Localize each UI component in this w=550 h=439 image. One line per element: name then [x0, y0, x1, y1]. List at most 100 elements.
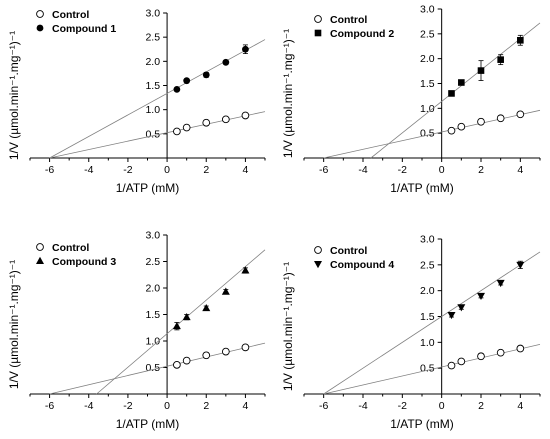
- y-tick-label: 2.0: [145, 283, 160, 295]
- chart-panel-4: -6 -4 -2 0 2 4 0.5 1.0 1.5 2.0 2.5 3.0 1/ATP (mM) 1/V…: [281, 234, 541, 431]
- y-tick-label: 1.0: [420, 337, 435, 349]
- x-tick-label: 0: [164, 400, 170, 412]
- legend-label: Control: [52, 242, 89, 254]
- data-point: [202, 351, 211, 360]
- legend-marker: [36, 256, 44, 264]
- legend-label: Compound 2: [330, 28, 394, 40]
- legend-marker: [36, 10, 44, 18]
- y-tick-label: 0.5: [145, 362, 160, 374]
- data-point: [516, 110, 525, 119]
- data-point: [221, 287, 230, 295]
- x-axis-label: 1/ATP (mM): [390, 181, 454, 195]
- data-point: [457, 122, 466, 131]
- data-point: [457, 357, 466, 366]
- y-tick-label: 2.0: [420, 285, 435, 297]
- legend-marker: [314, 29, 322, 37]
- x-tick-label: 2: [203, 164, 209, 176]
- data-point: [448, 90, 455, 97]
- data-point: [477, 117, 485, 126]
- x-tick-label: -4: [358, 164, 367, 176]
- legend-marker: [36, 243, 44, 251]
- series-control: [173, 343, 250, 369]
- fit-line-control: [49, 111, 266, 159]
- series-control: [447, 344, 525, 370]
- x-tick-label: -2: [398, 164, 407, 176]
- fit-line-compound: [96, 249, 266, 395]
- data-point: [447, 361, 456, 370]
- y-axis-label: 1/V (µmol.min⁻¹.mg⁻¹)⁻¹: [281, 29, 295, 158]
- x-tick-label: -2: [398, 400, 407, 412]
- x-tick-label: 4: [517, 400, 523, 412]
- data-point: [477, 292, 485, 301]
- y-tick-label: 1.0: [145, 104, 160, 116]
- fit-line-compound: [323, 251, 541, 395]
- series-compound: [448, 34, 524, 97]
- chart-panel-2: -6 -4 -2 0 2 4 0.5 1.0 1.5 2.0 2.5 3.0 1/ATP (mM) 1/V…: [281, 4, 541, 195]
- x-axis-label: 1/ATP (mM): [390, 417, 454, 431]
- legend-label: Compound 4: [330, 259, 394, 271]
- series-control: [173, 111, 250, 136]
- data-point: [447, 126, 456, 135]
- x-tick-label: -4: [84, 400, 93, 412]
- data-point: [202, 118, 211, 127]
- y-tick-label: 3.0: [145, 8, 160, 20]
- data-point: [173, 85, 181, 93]
- x-tick-label: -4: [84, 164, 93, 176]
- data-point: [241, 266, 250, 274]
- x-tick-label: 2: [478, 400, 484, 412]
- series-compound: [172, 266, 250, 331]
- data-point: [458, 79, 465, 86]
- legend: Control Compound 4: [314, 245, 394, 271]
- x-tick-label: -6: [45, 400, 54, 412]
- legend-label: Compound 1: [52, 23, 116, 35]
- x-tick-label: 4: [242, 400, 248, 412]
- y-tick-label: 1.0: [420, 103, 435, 115]
- y-tick-label: 3.0: [145, 230, 160, 242]
- data-point: [477, 352, 485, 361]
- legend-label: Compound 3: [52, 256, 116, 268]
- x-tick-label: 0: [164, 164, 170, 176]
- data-point: [516, 261, 525, 270]
- y-tick-label: 2.0: [420, 53, 435, 65]
- data-point: [182, 123, 191, 132]
- legend-label: Control: [330, 245, 367, 257]
- x-tick-label: -6: [45, 164, 54, 176]
- y-tick-label: 0.5: [420, 363, 435, 375]
- x-tick-label: -4: [358, 400, 367, 412]
- y-tick-label: 2.5: [145, 256, 160, 268]
- x-tick-label: 4: [242, 164, 248, 176]
- data-point: [457, 304, 466, 312]
- series-compound: [173, 44, 249, 93]
- y-tick-label: 1.0: [145, 336, 160, 348]
- y-tick-label: 2.5: [420, 28, 435, 40]
- data-point: [496, 114, 505, 123]
- legend: Control Compound 2: [314, 14, 394, 40]
- x-tick-label: -2: [123, 164, 132, 176]
- data-point: [222, 58, 230, 66]
- data-point: [202, 71, 210, 79]
- fit-line-compound: [370, 22, 541, 159]
- data-point: [202, 303, 211, 312]
- legend: Control Compound 1: [36, 9, 116, 35]
- y-tick-label: 1.5: [420, 311, 435, 323]
- y-axis-label: 1/V (µmol.min⁻¹.mg⁻¹)⁻¹: [281, 262, 295, 391]
- data-point: [172, 321, 181, 330]
- y-tick-label: 1.5: [420, 78, 435, 90]
- fit-line-control: [49, 342, 266, 395]
- x-tick-label: 0: [439, 400, 445, 412]
- y-tick-label: 2.0: [145, 56, 160, 68]
- data-point: [447, 311, 456, 320]
- x-tick-label: -6: [319, 164, 328, 176]
- x-axis-label: 1/ATP (mM): [116, 181, 180, 195]
- y-axis-label: 1/V (µmol.min⁻¹.mg⁻¹)⁻¹: [7, 31, 21, 160]
- legend-marker: [314, 261, 322, 269]
- chart-panel-1: -6 -4 -2 0 2 4 0.5 1.0 1.5 2.0 2.5 3.0 1/ATP (mM) 1/V…: [7, 8, 266, 195]
- series-compound: [447, 260, 525, 320]
- x-tick-label: -2: [123, 400, 132, 412]
- data-point: [173, 127, 181, 136]
- y-tick-label: 0.5: [420, 128, 435, 140]
- legend-marker: [314, 15, 322, 23]
- fit-line-control: [323, 344, 541, 395]
- y-tick-label: 1.5: [145, 309, 160, 321]
